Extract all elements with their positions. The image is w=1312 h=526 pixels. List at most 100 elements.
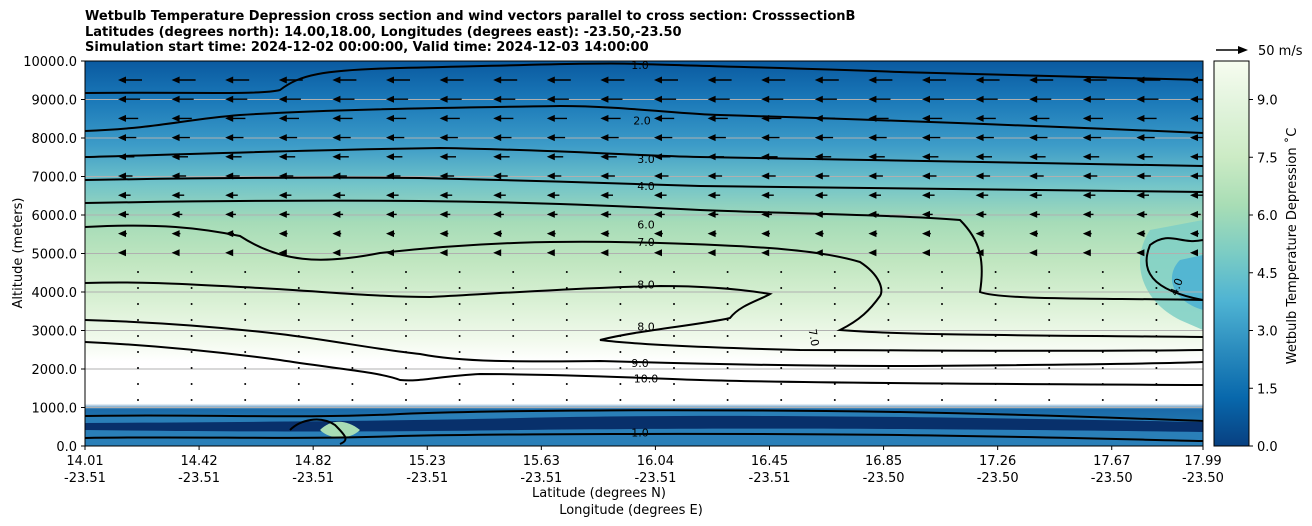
title-line-3: Simulation start time: 2024-12-02 00:00:…: [85, 40, 649, 55]
wind-vector-head: [118, 76, 126, 84]
wind-vector-head: [814, 134, 823, 142]
title-line-2: Latitudes (degrees north): 14.00,18.00, …: [85, 24, 682, 40]
wind-vector-head: [225, 172, 234, 180]
wind-vector-head: [118, 230, 126, 238]
wind-vector-head: [814, 95, 823, 103]
grid-lines: [85, 99, 1203, 408]
wind-vector-dot: [565, 271, 568, 273]
wind-vector-head: [493, 249, 502, 257]
wind-vector-head: [600, 76, 609, 84]
vector-key-arrowhead: [1238, 46, 1248, 54]
wind-vector-head: [761, 172, 770, 180]
wind-vector-dot: [673, 335, 675, 337]
wind-vector-head: [1029, 249, 1038, 257]
colorbar-label: Wetbulb Temperature Depression ˚C: [1284, 128, 1300, 365]
wind-vector-dot: [190, 319, 193, 321]
wind-vector-head: [654, 210, 662, 218]
wind-vector-dot: [297, 287, 300, 289]
wind-vectors: [118, 76, 1211, 401]
wind-vector-head: [868, 76, 877, 84]
wind-vector-dot: [1209, 399, 1211, 401]
colorbar-tick-label: 3.0: [1257, 325, 1278, 340]
wind-vector-head: [600, 134, 609, 142]
wind-vector-head: [814, 172, 823, 180]
wind-vector-head: [439, 153, 448, 161]
wind-vector-head: [761, 114, 770, 122]
contour-7: [85, 224, 1203, 338]
wind-vector-head: [386, 134, 394, 142]
wind-vector-dot: [1101, 271, 1104, 273]
x-tick-label-longitude: -23.50: [977, 471, 1019, 486]
contour-6-right: [1145, 237, 1203, 301]
wind-vector-dot: [780, 319, 783, 321]
wind-vector-head: [600, 230, 609, 238]
wind-vector-head: [1136, 191, 1145, 199]
wind-vector-head: [118, 191, 126, 199]
wind-vector-dot: [190, 287, 193, 289]
wind-vector-dot: [512, 271, 515, 273]
wind-vector-head: [1190, 230, 1198, 238]
colorbar: [1213, 60, 1250, 447]
wind-vector-dot: [673, 303, 675, 305]
wind-vector-dot: [137, 335, 139, 337]
wind-vector-head: [439, 172, 448, 180]
wind-vector-dot: [137, 383, 139, 385]
wind-vector-head: [332, 172, 341, 180]
wind-vector-dot: [297, 367, 300, 369]
wind-vector-dot: [887, 303, 890, 305]
wind-vector-head: [1136, 95, 1145, 103]
wind-vector-head: [761, 230, 770, 238]
x-tick-label-longitude: -23.51: [292, 471, 334, 486]
wind-vector-head: [493, 191, 502, 199]
wind-vector-dot: [351, 287, 354, 289]
wind-vector-head: [1029, 114, 1038, 122]
wind-vector-head: [868, 134, 877, 142]
wind-vector-head: [171, 210, 180, 218]
wind-vector-head: [707, 230, 716, 238]
wind-vector-head: [1136, 210, 1145, 218]
wind-vector-head: [1190, 76, 1198, 84]
wind-vector-head: [225, 153, 234, 161]
wind-vector-head: [118, 153, 126, 161]
wind-vector-head: [225, 230, 234, 238]
wind-vector-head: [868, 210, 877, 218]
wind-vector-head: [814, 191, 823, 199]
wind-vector-dot: [351, 271, 354, 273]
wind-vector-head: [1082, 134, 1091, 142]
wind-vector-head: [118, 172, 126, 180]
wind-vector-dot: [405, 383, 407, 385]
contour-label: 4.0: [637, 180, 655, 193]
wind-vector-dot: [137, 367, 139, 369]
wind-vector-dot: [887, 383, 890, 385]
y-tick-label: 7000.0: [32, 171, 78, 186]
wind-vector-head: [922, 76, 930, 84]
wind-vector-dot: [1101, 303, 1104, 305]
wind-vector-head: [922, 230, 930, 238]
colorbar-tick-label: 1.5: [1257, 382, 1278, 397]
wind-vector-dot: [1101, 335, 1104, 337]
x-axis: 14.01 -23.51 14.42 -23.51 14.82 -23.51 15.23 -2…: [64, 446, 1224, 486]
wind-vector-head: [278, 153, 287, 161]
wind-vector-head: [439, 230, 448, 238]
wind-vector-dot: [1048, 383, 1051, 385]
wind-vector-head: [1136, 153, 1145, 161]
wind-vector-head: [1082, 191, 1091, 199]
wind-vector-head: [493, 76, 502, 84]
x-tick-label-longitude: -23.51: [406, 471, 448, 486]
wind-vector-head: [332, 134, 341, 142]
wind-vector-dot: [1209, 271, 1211, 273]
wind-vector-dot: [887, 335, 890, 337]
wind-vector-head: [1190, 134, 1198, 142]
wind-vector-head: [439, 134, 448, 142]
wind-vector-head: [654, 114, 662, 122]
wind-vector-head: [707, 172, 716, 180]
wind-vector-head: [118, 249, 126, 257]
wind-vector-head: [546, 114, 555, 122]
x-tick-label-longitude: -23.50: [1091, 471, 1133, 486]
wind-vector-head: [707, 114, 716, 122]
wind-vector-dot: [351, 367, 354, 369]
wind-vector-dot: [297, 271, 300, 273]
wind-vector-head: [814, 249, 823, 257]
wind-vector-head: [439, 114, 448, 122]
wind-vector-dot: [1101, 319, 1104, 321]
